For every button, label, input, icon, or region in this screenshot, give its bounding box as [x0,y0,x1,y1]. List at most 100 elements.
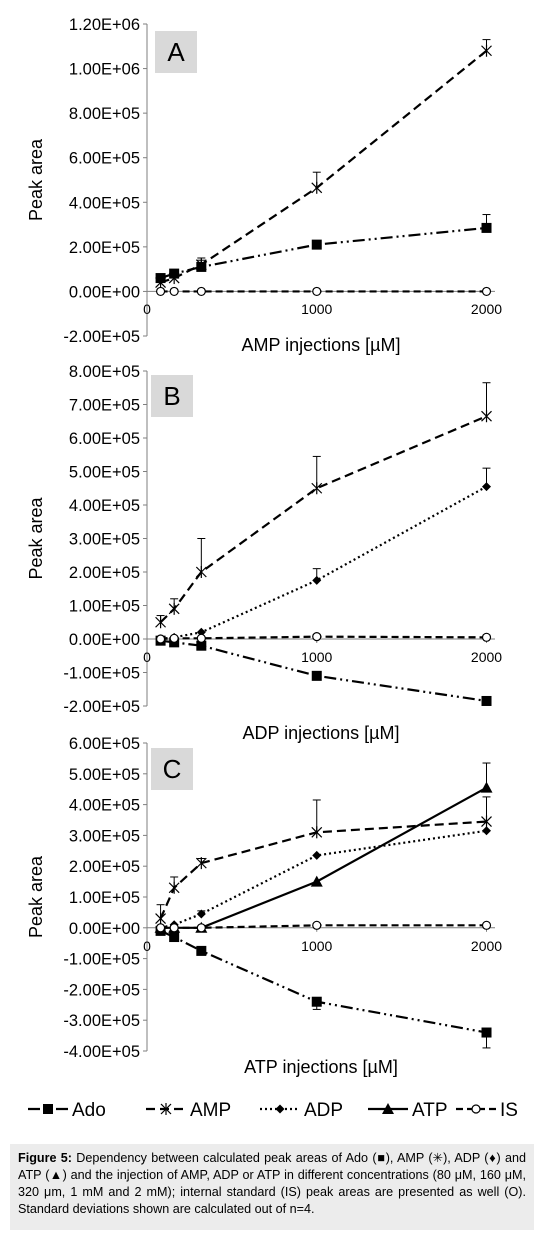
panel-a-x-tick-label: 0 [143,301,151,317]
panel-b-y-tick-label: 0.00E+00 [69,631,140,649]
panel-c-y-tick-label: 2.00E+05 [69,858,140,876]
legend-item-amp: AMP [146,1100,231,1121]
panel-b-x-tick-label: 1000 [301,649,332,665]
panel-a-series-amp [155,39,492,289]
figure-caption-box: Figure 5: Dependency between calculated … [10,1144,534,1230]
panel-b-label-box [151,375,193,417]
panel-a-label-box [155,31,197,73]
panel-c-series-is-point [196,923,206,933]
panel-c-y-tick-label: 6.00E+05 [69,735,140,753]
figure-5-charts: -2.00E+05 0.00E+00 2.00E+05 4.00E+05 6.00E+0… [26,16,518,1121]
panel-a-y-tick-label: 2.00E+05 [69,239,140,257]
panel-c-series-ado-point [196,945,207,956]
panel-a-series-amp-point [311,181,323,194]
panel-b-series-adp-point [482,482,492,492]
legend-marker [471,1104,481,1114]
panel-c-series-amp-point [168,881,180,894]
panel-c-series-adp-point [482,826,492,836]
panel-c-series-is-point [312,920,322,930]
panel-a-y-tick-label: 1.20E+06 [69,16,140,34]
panel-c-series-adp-line [160,829,487,929]
panel-b-series-ado [155,635,492,706]
panel-a-series-is-point [196,286,206,297]
panel-a-series-ado-line [160,226,487,280]
panel-c-series-amp-point [311,826,323,839]
legend-label: ADP [304,1100,343,1121]
panel-b-series-amp-line [159,415,487,624]
panel-c-y-tick-label: 4.00E+05 [69,797,140,815]
panel-a-y-tick-label: 1.00E+06 [69,61,140,79]
panel-c-y-tick-label: -2.00E+05 [63,981,140,999]
panel-c-y-tick-label: -4.00E+05 [63,1043,140,1061]
panel-b-y-tick-label: 7.00E+05 [69,397,140,415]
panel-a-series-is-point [481,286,492,297]
panel-a-series-amp-point [155,276,167,289]
panel-b-series-is-line [160,635,487,641]
panel-c-series-ado-point [311,996,322,1007]
panel-c-label-box [151,748,193,790]
panel-c-series-is-line [160,924,487,929]
panel-c-series-amp-point [481,815,492,828]
panel-b-y-tick-label: -1.00E+05 [63,665,140,683]
legend-marker [160,1103,172,1115]
panel-b-series-ado-point [481,695,492,706]
panel-c-series-is [155,920,492,933]
panel-a-series-ado-point [481,222,492,233]
panel-b-series-is-point [155,634,166,644]
panel-a-series-ado [155,214,492,284]
panel-b-label: B [163,381,180,411]
panel-c-series-adp-point [196,909,206,919]
panel-c-y-tick-label: 3.00E+05 [69,827,140,845]
panel-b-y-tick-label: 2.00E+05 [69,564,140,582]
panel-c-x-tick-label: 0 [143,938,151,954]
legend-label: ATP [412,1100,448,1121]
panel-a-y-tick-label: 6.00E+05 [69,150,140,168]
panel-b-series-amp-point [195,566,207,578]
panel-c-series-amp-point [195,857,207,870]
panel-a-series-is-point [312,286,322,297]
panel-b-y-tick-label: 4.00E+05 [69,497,140,515]
panel-b-series-adp-line [160,485,488,641]
panel-b-x-axis-title: ADP injections [µM] [242,723,399,743]
panel-b-y-tick-label: 8.00E+05 [69,363,140,381]
legend-marker [43,1104,53,1114]
panel-c-label: C [163,754,182,784]
panel-a-x-axis-title: AMP injections [µM] [241,335,400,355]
legend-label: AMP [190,1100,231,1121]
panel-c-series-adp [156,826,492,933]
panel-a-series-is [155,286,492,297]
panel-a-x-tick-label: 1000 [301,301,332,317]
legend-item-adp: ADP [260,1100,343,1121]
panel-b-y-axis-title: Peak area [26,496,46,579]
panel-c-chart: -4.00E+05 -3.00E+05 -2.00E+05 -1.00E+05 0.00… [26,735,502,1077]
panel-b-series-amp [155,382,492,629]
panel-a-y-tick-label: 0.00E+00 [69,283,140,301]
panel-c-series-amp-line [159,820,487,920]
panel-a-chart: -2.00E+05 0.00E+00 2.00E+05 4.00E+05 6.00E+0… [26,16,502,355]
legend-marker [382,1103,394,1114]
panel-c-series-is-point [169,923,179,933]
panel-b-series-amp-point [155,616,167,629]
panel-c-y-tick-label: -3.00E+05 [63,1012,140,1030]
panel-a-y-tick-label: 4.00E+05 [69,194,140,212]
panel-c-series-atp-line [160,786,488,929]
legend: Ado AMP ADP ATP IS [28,1100,518,1121]
panel-b-y-tick-label: -2.00E+05 [63,698,140,716]
panel-c-y-tick-label: 1.00E+05 [69,889,140,907]
panel-b-chart: -2.00E+05 -1.00E+05 0.00E+00 1.00E+05 2.00E+… [26,363,502,743]
panel-c-x-tick-label: 2000 [471,938,502,954]
legend-item-atp: ATP [368,1100,448,1121]
panel-b-series-is-point [196,633,206,643]
panel-c-series-is-point [155,923,166,933]
panel-b-y-tick-label: 5.00E+05 [69,464,140,482]
panel-b-series-ado-point [311,670,322,681]
panel-c-series-ado-point [481,1027,492,1038]
panel-c-series-atp-point [480,781,493,793]
panel-b-series-is-point [481,632,492,642]
panel-b-series-is-point [312,632,322,642]
panel-a-series-ado-point [311,239,322,250]
panel-c-y-tick-label: 5.00E+05 [69,766,140,784]
panel-a-series-amp-point [168,272,180,285]
panel-b-series-adp [156,467,492,644]
panel-c-y-tick-label: 0.00E+00 [69,920,140,938]
